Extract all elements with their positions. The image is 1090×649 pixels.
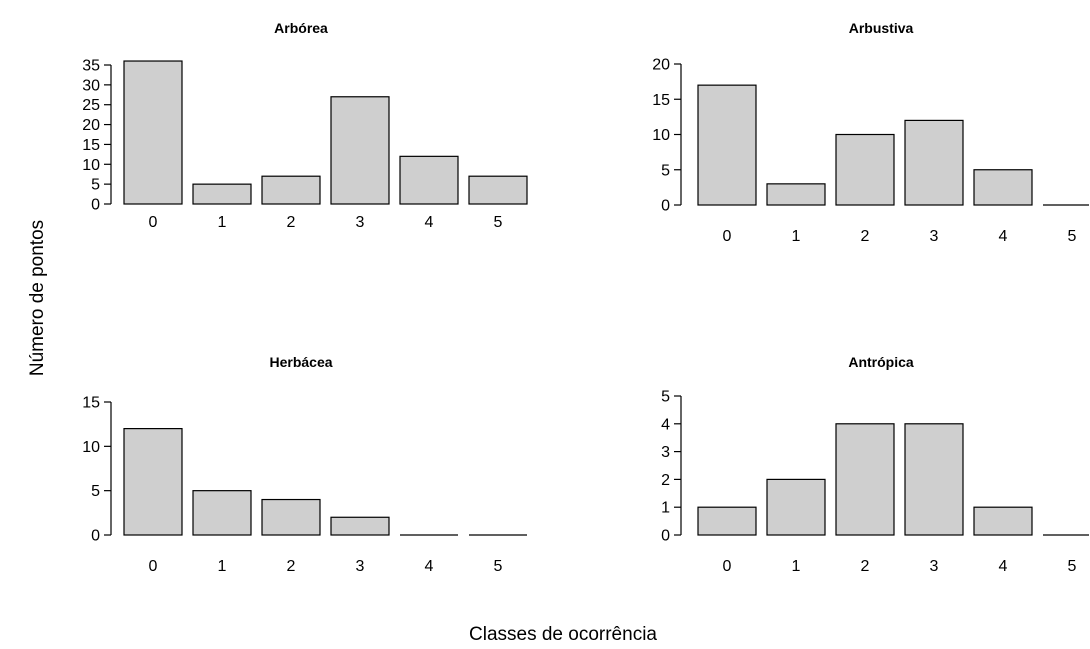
x-tick-label-herbacea: 2 [287,558,296,575]
x-tick-label-arborea: 2 [287,214,296,231]
panel-title-arbustiva: Arbustiva [849,20,914,36]
bar-arbustiva-3 [904,119,964,206]
y-tick-label-arborea: 30 [82,77,100,94]
y-tick-label-arbustiva: 15 [652,92,670,109]
y-tick-label-antropica: 3 [661,444,670,461]
x-tick-label-arborea: 1 [218,214,227,231]
x-tick-label-herbacea: 5 [494,558,503,575]
bar-arbustiva-0 [697,84,757,206]
x-tick-label-herbacea: 0 [149,558,158,575]
y-tick-label-arborea: 20 [82,117,100,134]
bar-arbustiva-2 [835,133,895,206]
x-tick-label-arborea: 5 [494,214,503,231]
bar-herbacea-0 [123,428,183,536]
y-tick-label-arbustiva: 0 [661,198,670,215]
bar-arbustiva-1 [766,183,826,206]
bar-arbustiva-4 [973,169,1033,206]
y-tick-label-arbustiva: 10 [652,127,670,144]
y-tick-label-arborea: 5 [91,177,100,194]
bar-antropica-0 [697,506,757,536]
bar-arborea-0 [123,60,183,205]
x-tick-label-antropica: 5 [1068,558,1077,575]
x-tick-label-antropica: 0 [723,558,732,575]
bar-antropica-1 [766,478,826,536]
x-tick-label-antropica: 3 [930,558,939,575]
x-tick-label-arbustiva: 2 [861,228,870,245]
y-tick-label-herbacea: 10 [82,439,100,456]
y-tick-label-antropica: 0 [661,528,670,545]
y-tick-label-arborea: 35 [82,58,100,75]
bar-arborea-1 [192,183,252,205]
panel-title-antropica: Antrópica [848,354,914,370]
x-tick-label-arbustiva: 0 [723,228,732,245]
x-tick-label-arborea: 4 [425,214,434,231]
y-tick-label-arborea: 10 [82,157,100,174]
panel-title-arborea: Arbórea [274,20,328,36]
y-tick-label-arbustiva: 5 [661,162,670,179]
bar-arborea-4 [399,155,459,205]
bar-arborea-5 [468,175,528,205]
x-tick-label-antropica: 4 [999,558,1008,575]
y-tick-label-arborea: 0 [91,197,100,214]
y-tick-label-antropica: 4 [661,416,670,433]
panel-title-herbacea: Herbácea [269,354,332,370]
x-tick-label-arbustiva: 3 [930,228,939,245]
bar-antropica-2 [835,423,895,536]
bar-herbacea-2 [261,498,321,536]
y-tick-label-antropica: 5 [661,389,670,406]
x-tick-label-arborea: 0 [149,214,158,231]
bar-arborea-2 [261,175,321,205]
x-tick-label-herbacea: 1 [218,558,227,575]
y-tick-label-herbacea: 5 [91,483,100,500]
y-tick-label-herbacea: 15 [82,395,100,412]
x-tick-label-arbustiva: 4 [999,228,1008,245]
y-tick-label-herbacea: 0 [91,528,100,545]
y-axis-label: Número de pontos [27,220,48,376]
y-tick-label-arborea: 25 [82,97,100,114]
x-tick-label-arbustiva: 1 [792,228,801,245]
bar-arborea-3 [330,96,390,205]
y-tick-label-antropica: 2 [661,472,670,489]
x-tick-label-arborea: 3 [356,214,365,231]
y-tick-label-arborea: 15 [82,137,100,154]
bar-herbacea-3 [330,516,390,536]
x-tick-label-antropica: 1 [792,558,801,575]
x-tick-label-herbacea: 4 [425,558,434,575]
bar-antropica-4 [973,506,1033,536]
y-tick-label-arbustiva: 20 [652,57,670,74]
x-axis-label: Classes de ocorrência [469,624,657,645]
x-tick-label-antropica: 2 [861,558,870,575]
x-tick-label-arbustiva: 5 [1068,228,1077,245]
bar-herbacea-1 [192,490,252,536]
x-tick-label-herbacea: 3 [356,558,365,575]
bar-antropica-3 [904,423,964,536]
y-tick-label-antropica: 1 [661,500,670,517]
